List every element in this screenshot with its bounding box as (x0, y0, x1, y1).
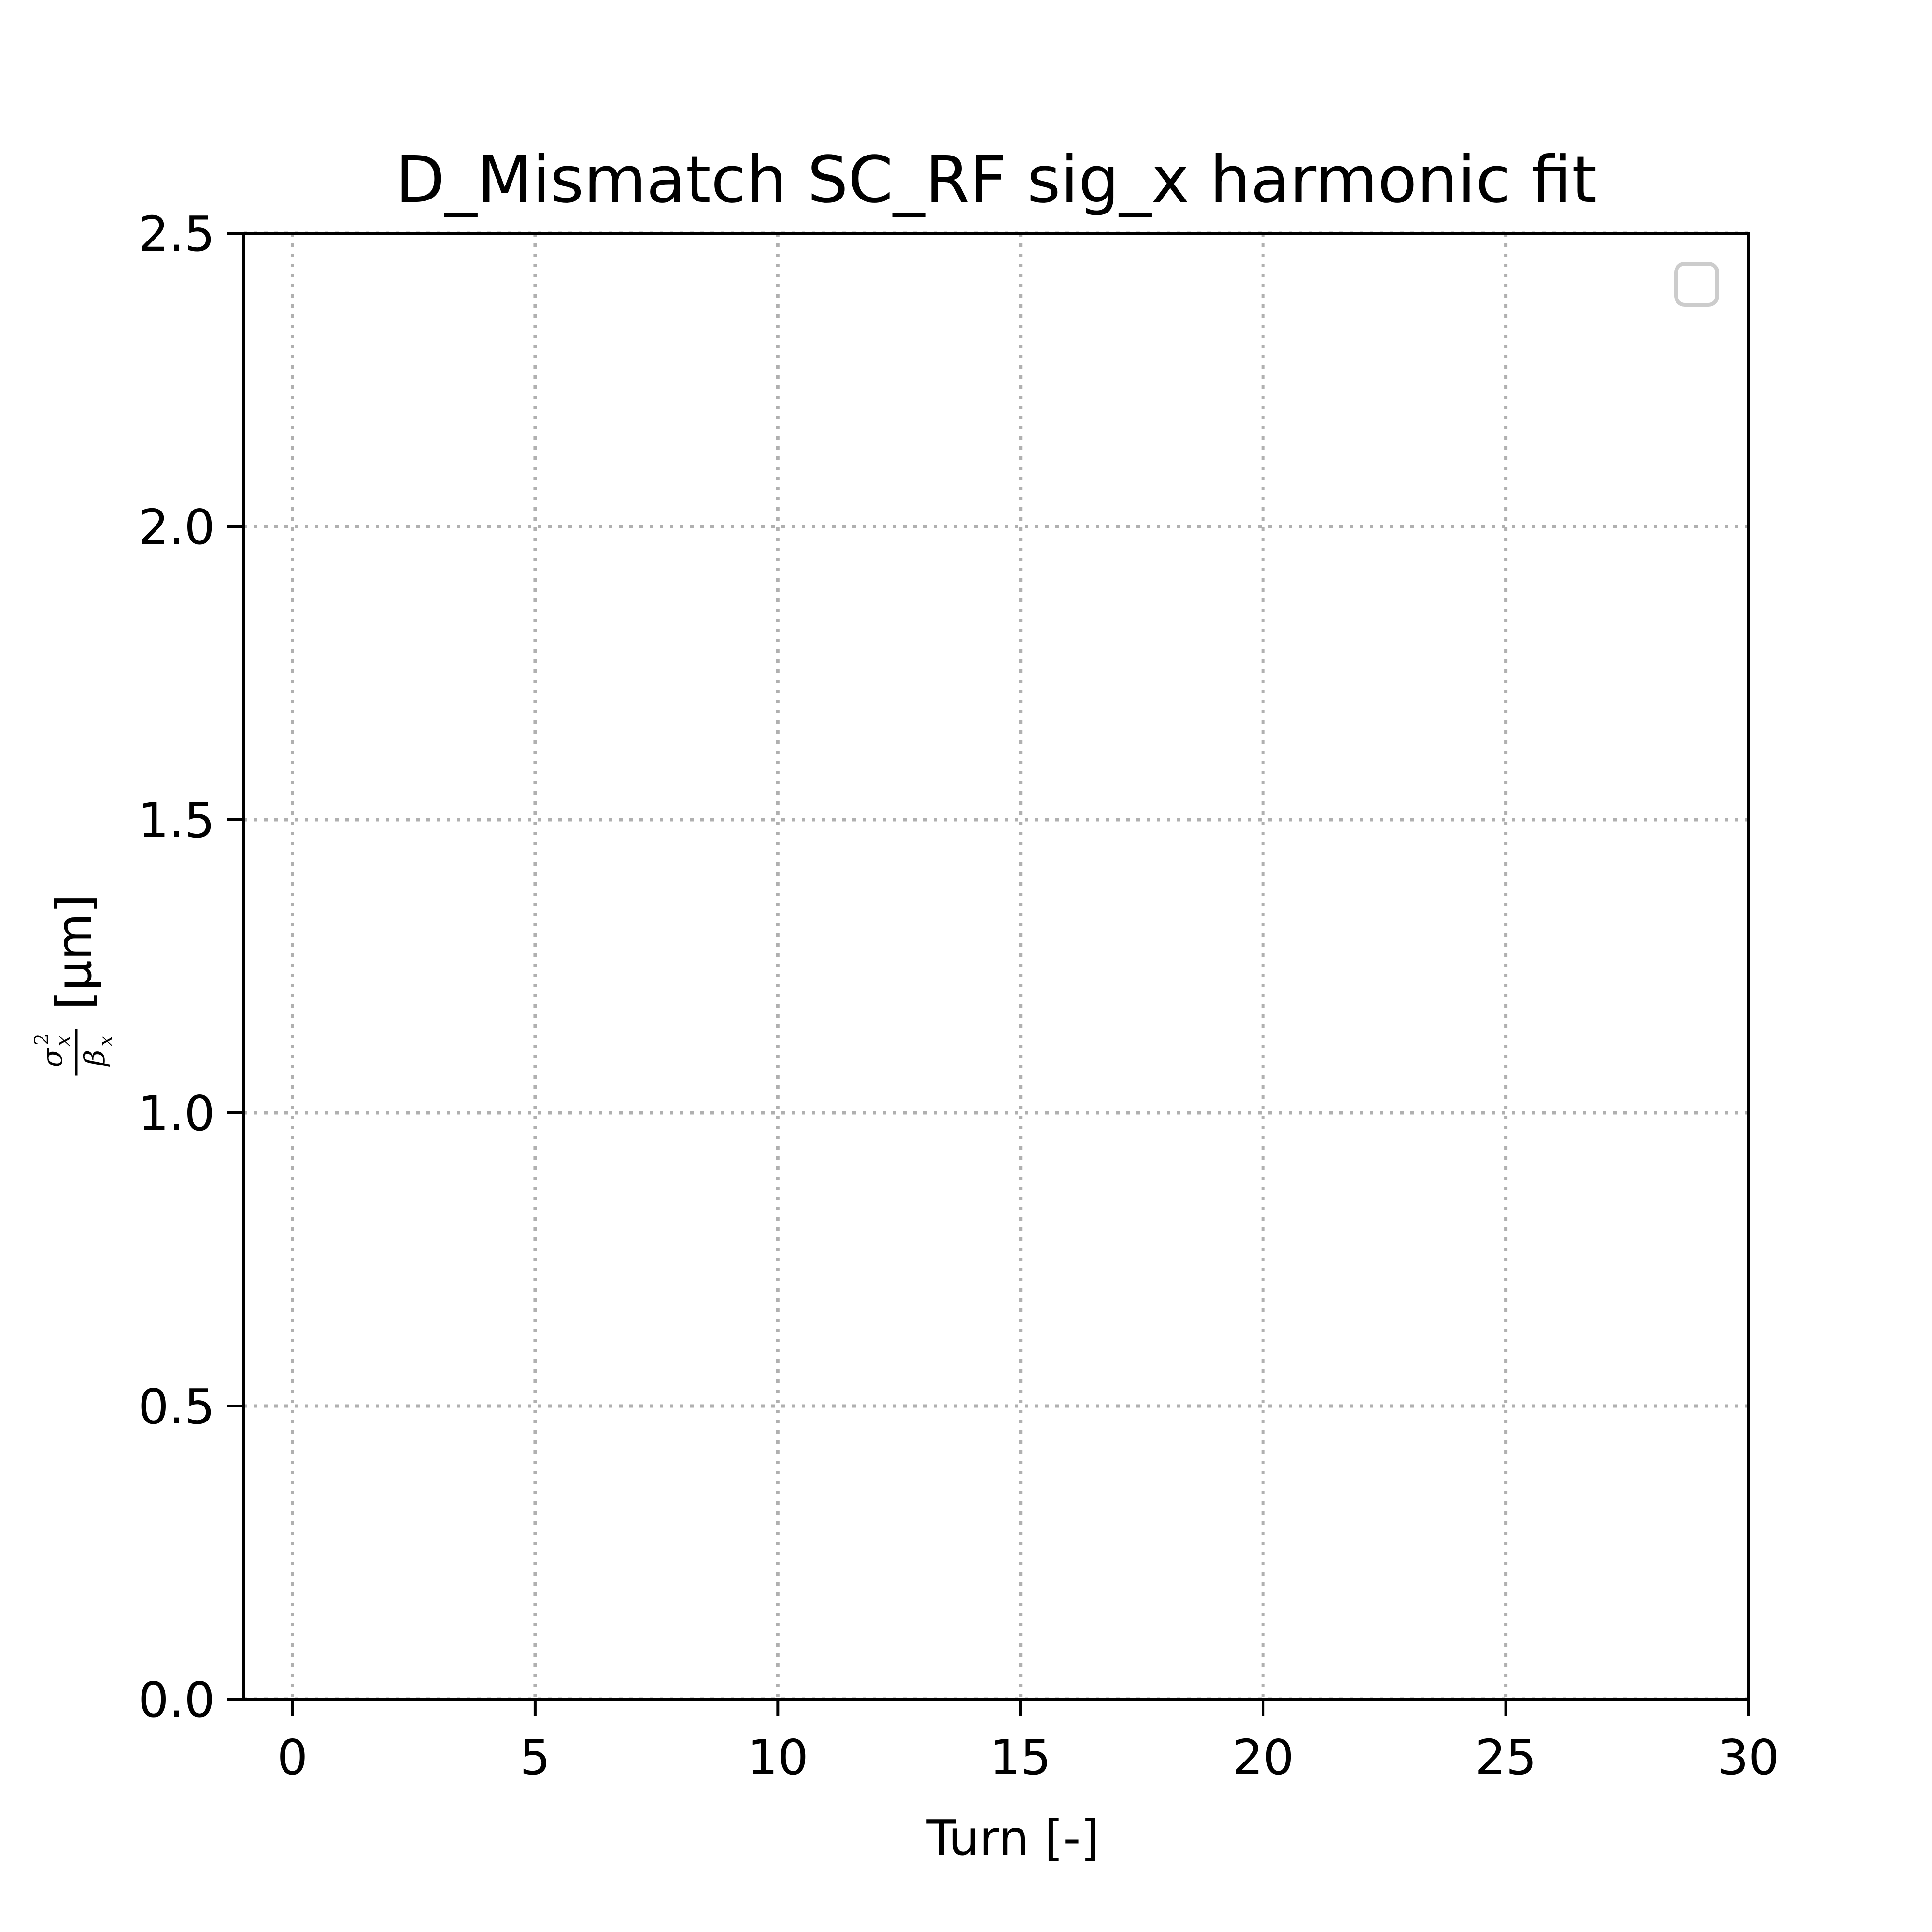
y-tick-label: 0.0 (138, 1672, 215, 1728)
y-tick-label: 1.5 (138, 792, 215, 849)
y-tick-label: 0.5 (138, 1378, 215, 1435)
x-tick-label: 15 (990, 1729, 1051, 1786)
x-tick-label: 20 (1233, 1729, 1294, 1786)
y-axis-label: σ 2 x β x [μm] (31, 894, 117, 1076)
x-tick-label: 25 (1475, 1729, 1536, 1786)
grid (244, 231, 1750, 1701)
y-axis-ticks: 0.0 0.5 1.0 1.5 2.0 2.5 (138, 206, 244, 1728)
y-label-numerator-superscript: 2 (31, 1033, 53, 1045)
y-label-numerator-symbol: σ (36, 1048, 69, 1067)
x-tick-label: 0 (277, 1729, 308, 1786)
x-axis-ticks: 0 5 10 15 20 25 30 (277, 1699, 1779, 1786)
x-tick-label: 30 (1718, 1729, 1779, 1786)
plot-frame (242, 232, 1750, 1701)
y-label-unit: [μm] (46, 894, 102, 1009)
chart-title: D_Mismatch SC_RF sig_x harmonic fit (396, 143, 1597, 217)
y-tick-label: 1.0 (138, 1085, 215, 1142)
y-label-denominator-subscript: x (95, 1036, 117, 1047)
x-tick-label: 10 (747, 1729, 809, 1786)
y-label-numerator-subscript: x (52, 1036, 74, 1047)
x-tick-label: 5 (520, 1729, 551, 1786)
x-axis-label: Turn [-] (926, 1810, 1100, 1866)
y-tick-label: 2.0 (138, 499, 215, 555)
legend (1674, 262, 1719, 307)
y-tick-label: 2.5 (138, 206, 215, 262)
y-label-denominator-symbol: β (78, 1050, 111, 1067)
plot-area-background (244, 233, 1748, 1699)
